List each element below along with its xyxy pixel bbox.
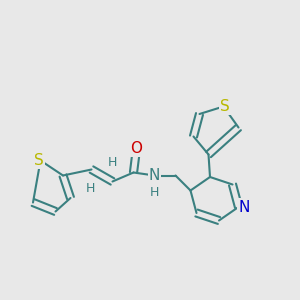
- Text: N: N: [149, 168, 160, 183]
- Text: O: O: [130, 141, 142, 156]
- Text: H: H: [85, 182, 95, 196]
- Text: S: S: [220, 99, 230, 114]
- Text: H: H: [108, 155, 117, 169]
- Text: S: S: [34, 153, 44, 168]
- Text: N: N: [238, 200, 250, 214]
- Text: H: H: [150, 185, 159, 199]
